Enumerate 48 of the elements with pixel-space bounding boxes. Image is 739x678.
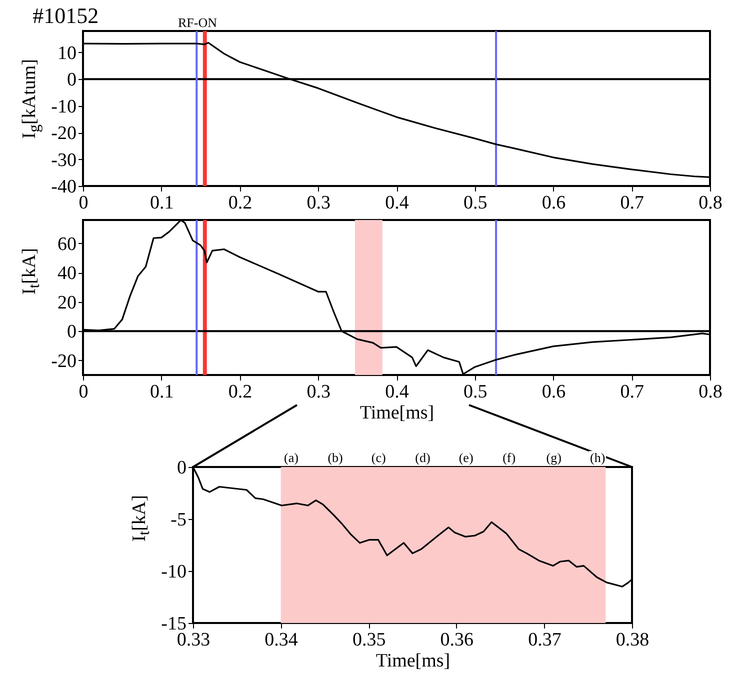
x-axis-title: Time[ms] <box>360 402 434 424</box>
text: (f) <box>502 450 517 465</box>
y-tick-label: -30 <box>51 150 76 171</box>
x-tick-label: 0.4 <box>385 382 410 402</box>
y-tick-label: 10 <box>58 42 76 64</box>
text: RF-ON <box>177 15 218 30</box>
y-tick-label: 0 <box>67 322 76 343</box>
x-tick-label: 0.1 <box>150 382 174 402</box>
x-tick-label: 0.38 <box>616 630 650 650</box>
x-tick-label: 0.33 <box>176 630 210 650</box>
x-tick-label: 0.5 <box>464 382 488 402</box>
text: (h) <box>589 450 606 465</box>
x-tick-label: 0.4 <box>385 192 410 214</box>
x-tick-label: 0.35 <box>352 630 386 650</box>
chart-title: #10152 <box>32 3 99 28</box>
y-tick-label: 60 <box>58 234 76 255</box>
x-tick-label: 0.8 <box>698 382 722 402</box>
x-tick-label: 0.5 <box>464 192 488 214</box>
y-tick-label: -20 <box>51 123 76 144</box>
text: (d) <box>414 450 432 465</box>
y-tick-label: 20 <box>58 292 76 314</box>
x-tick-label: 0.6 <box>542 192 566 214</box>
y-tick-label: -10 <box>51 96 76 118</box>
y-tick-label: -10 <box>161 562 186 582</box>
y-tick-label: 0 <box>67 70 76 91</box>
y-tick-label: -5 <box>170 510 186 530</box>
x-tick-label: 0.36 <box>440 630 474 650</box>
x-tick-label: 0.3 <box>306 382 330 402</box>
y-tick-label: 0 <box>177 458 186 478</box>
y-tick-label: 40 <box>58 263 76 284</box>
x-axis-title: Time[ms] <box>376 650 450 672</box>
x-tick-label: 0.1 <box>150 192 174 214</box>
y-tick-label: -40 <box>51 176 76 198</box>
x-tick-label: 0.7 <box>620 382 644 402</box>
x-tick-label: 0.34 <box>264 630 298 650</box>
x-tick-label: 0.2 <box>228 192 252 214</box>
x-tick-label: 0.6 <box>542 382 566 402</box>
x-tick-label: 0.3 <box>306 192 330 214</box>
x-tick-label: 0.8 <box>698 192 722 214</box>
text: (c) <box>370 450 387 465</box>
y-tick-label: -20 <box>51 350 76 372</box>
text: (g) <box>545 450 562 465</box>
x-tick-label: 0.7 <box>620 192 644 214</box>
text: (a) <box>283 450 300 465</box>
x-tick-label: 0.37 <box>528 630 562 650</box>
text: (b) <box>326 450 344 465</box>
text: (e) <box>458 450 474 465</box>
x-tick-label: 0.2 <box>228 382 252 402</box>
